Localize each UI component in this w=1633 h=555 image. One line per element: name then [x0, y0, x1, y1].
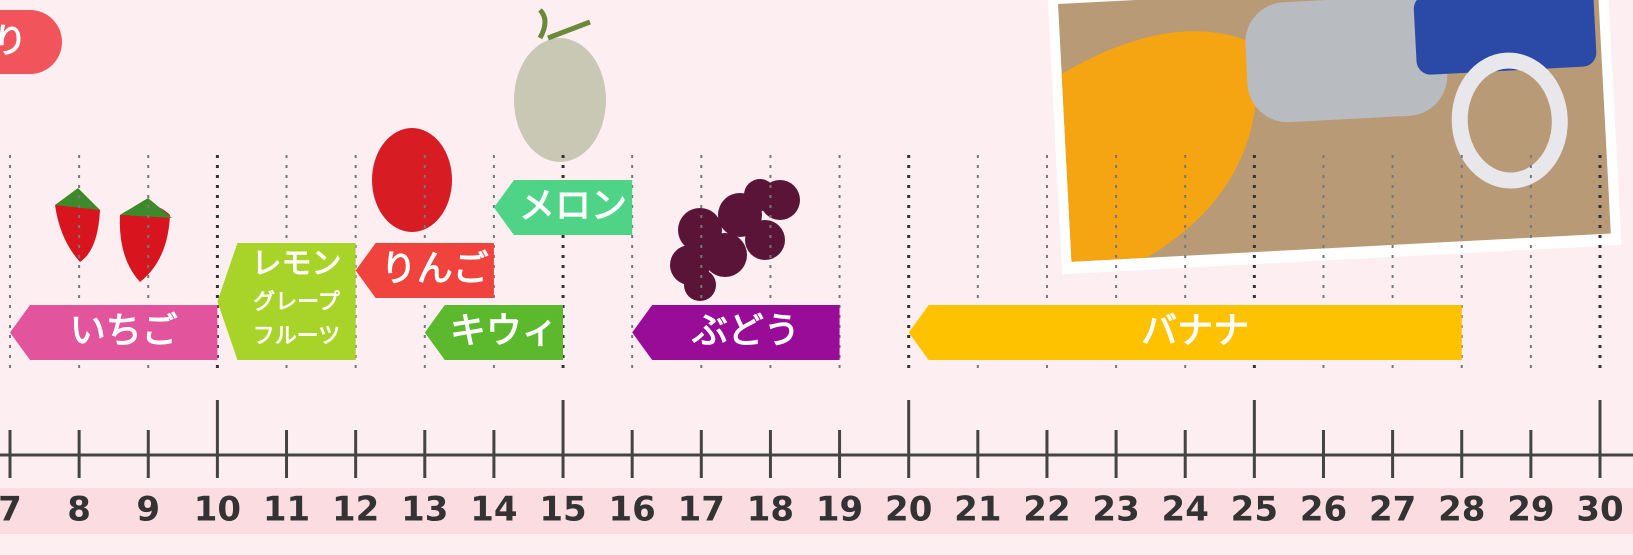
x-tick-label: 11	[263, 490, 310, 530]
strawberries	[55, 188, 172, 282]
range-bar	[10, 305, 218, 360]
range-label: メロン	[519, 186, 627, 227]
photo-ring	[1451, 52, 1568, 189]
range-bar	[493, 180, 633, 235]
x-tick-label: 10	[194, 490, 241, 530]
melon-stem	[537, 8, 591, 41]
apple	[372, 128, 452, 232]
range-bar	[632, 305, 840, 360]
range-label: ぶどう	[691, 311, 800, 352]
x-tick-label: 15	[539, 490, 586, 530]
range-bar	[217, 243, 356, 360]
x-tick-label: 21	[954, 490, 1001, 530]
range-bar	[908, 305, 1462, 360]
label-band	[0, 488, 1633, 534]
badge-pill	[0, 10, 62, 74]
x-tick-label: 19	[816, 490, 863, 530]
x-tick-label: 25	[1231, 490, 1278, 530]
range-bar	[424, 305, 564, 360]
range-label: レモン	[252, 247, 342, 282]
range-label: キウィ	[450, 311, 558, 352]
range-label: りんご	[381, 249, 489, 290]
x-tick-label: 27	[1369, 490, 1416, 530]
x-tick-label: 22	[1023, 490, 1070, 530]
x-tick-label: 16	[609, 490, 656, 530]
x-tick-label: 13	[401, 490, 448, 530]
x-tick-label: 29	[1507, 490, 1554, 530]
x-tick-label: 18	[747, 490, 794, 530]
grapes	[670, 179, 800, 301]
x-tick-label: 28	[1438, 490, 1485, 530]
photo-orange	[1061, 31, 1258, 262]
axis: 7 8 9 10 11 12 13 14 15 16 17 18 19 20 21 22 23 24 25 26 27 2…	[0, 400, 1633, 530]
x-tick-label: 24	[1162, 490, 1209, 530]
x-tick-label: 26	[1300, 490, 1347, 530]
x-tick-label: 9	[136, 490, 160, 530]
badge-text: り	[0, 22, 27, 62]
range-label: いちご	[70, 311, 178, 352]
range-label: グレープ	[253, 289, 341, 315]
photo-device-body	[1413, 0, 1597, 75]
x-tick-label: 8	[67, 490, 91, 530]
x-tick-label: 7	[0, 490, 22, 530]
range-label: フルーツ	[253, 324, 341, 349]
range-bar	[355, 243, 494, 298]
x-tick-label: 14	[470, 490, 517, 530]
x-tick-label: 30	[1576, 490, 1623, 530]
x-tick-label: 12	[332, 490, 379, 530]
photo-device	[1245, 0, 1448, 123]
melon	[514, 38, 606, 162]
photo	[1047, 0, 1622, 275]
x-tick-label: 23	[1092, 490, 1139, 530]
x-tick-label: 20	[885, 490, 932, 530]
x-tick-label: 17	[678, 490, 725, 530]
range-label: バナナ	[1141, 311, 1249, 352]
